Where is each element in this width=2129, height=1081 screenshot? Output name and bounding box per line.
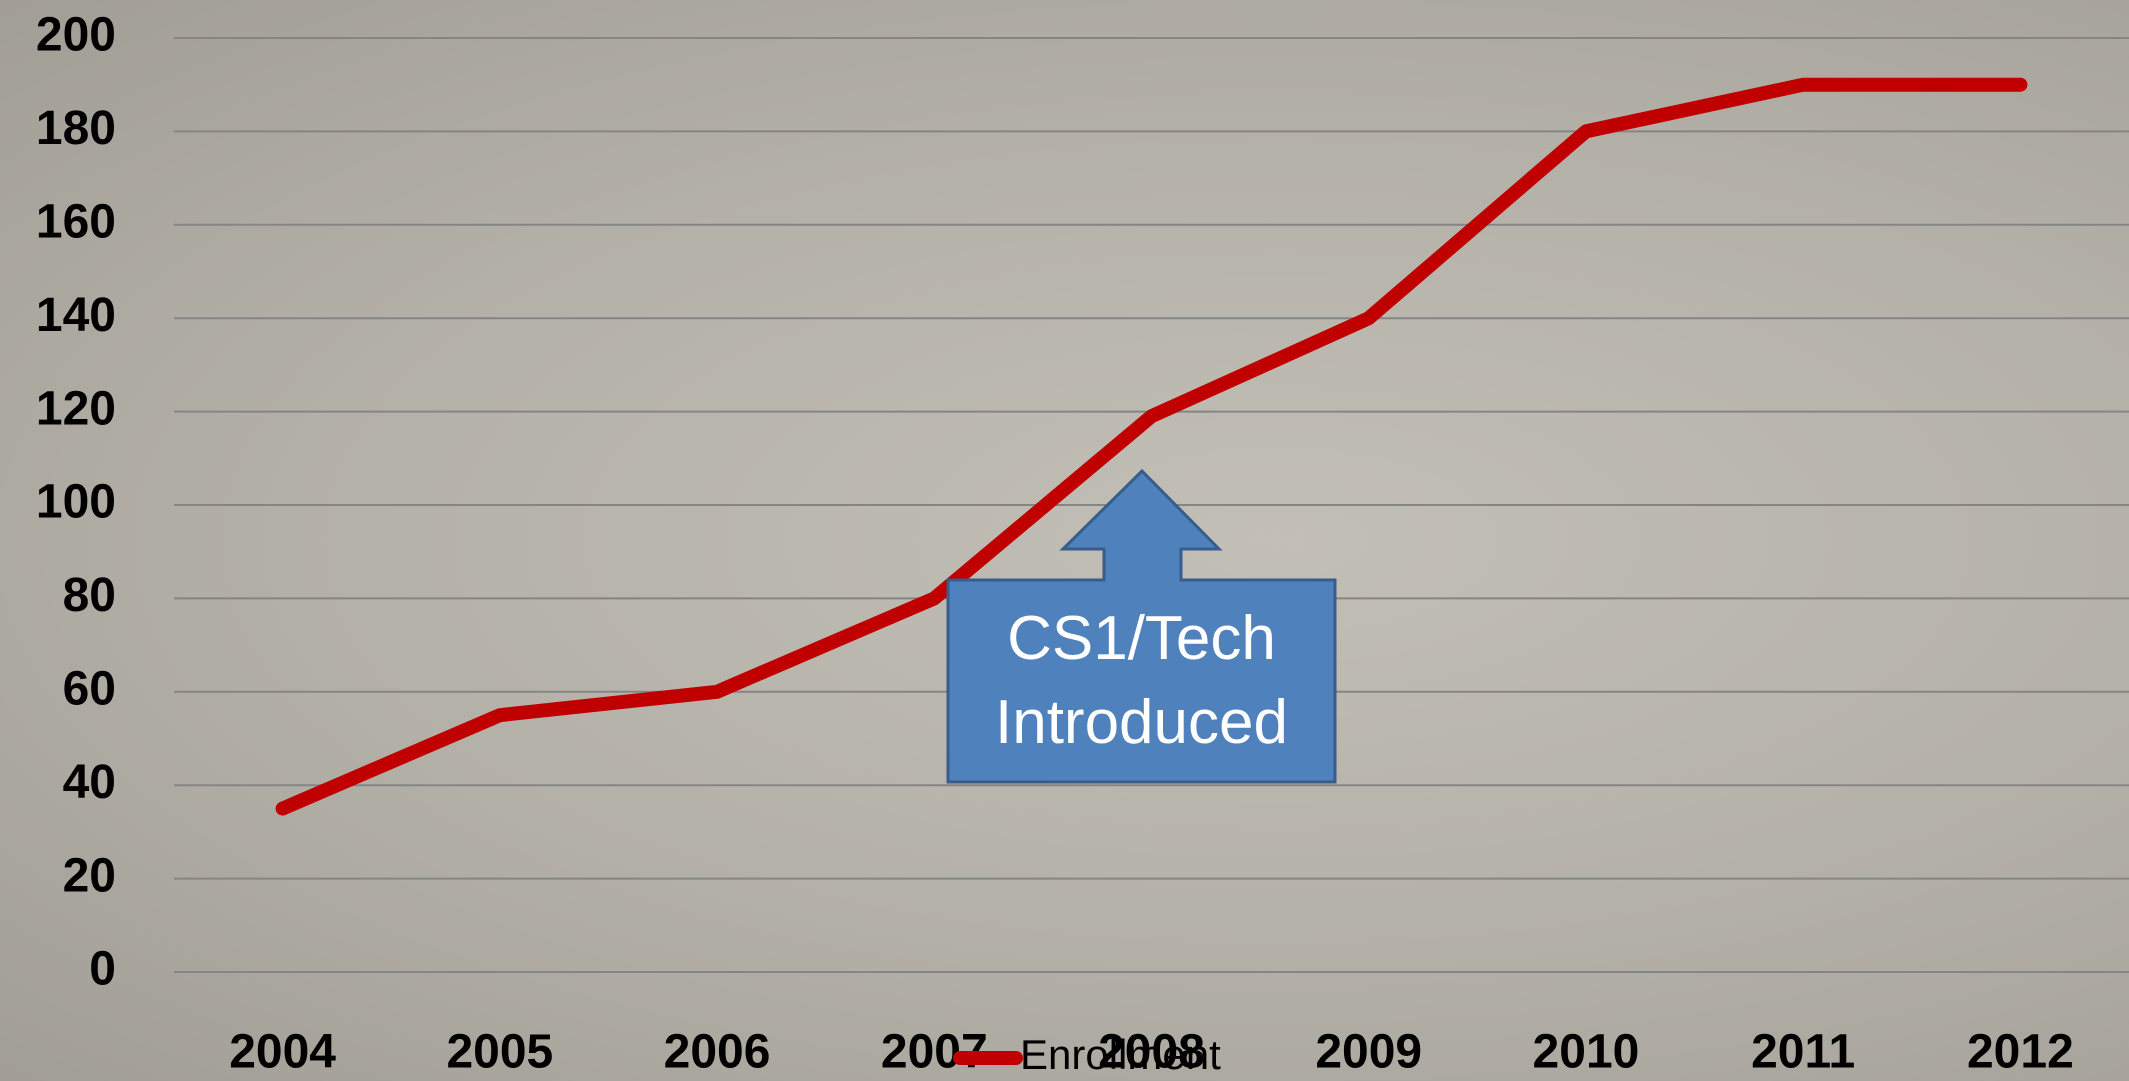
x-tick-label: 2006 — [664, 1026, 771, 1079]
y-tick-label: 60 — [63, 662, 116, 715]
y-tick-label: 180 — [36, 102, 116, 155]
y-tick-label: 140 — [36, 289, 116, 342]
x-tick-label: 2005 — [446, 1026, 553, 1079]
y-tick-label: 0 — [89, 943, 116, 996]
legend-label: Enrollment — [1020, 1031, 1221, 1078]
y-tick-label: 100 — [36, 476, 116, 529]
line — [275, 77, 2028, 816]
x-tick-label: 2004 — [229, 1026, 336, 1079]
y-tick-label: 120 — [36, 382, 116, 435]
annotation: CS1/Tech Introduced — [995, 604, 1288, 757]
x-tick-label: 2008 — [1098, 1026, 1205, 1079]
callout-shape — [946, 468, 1337, 784]
x-tick-label: 2011 — [1751, 1026, 1855, 1079]
x-tick-label: 2012 — [1967, 1026, 2074, 1079]
y-tick-label: 20 — [63, 849, 116, 902]
x-tick-label: 2009 — [1315, 1026, 1422, 1079]
y-tick-label: 160 — [36, 195, 116, 248]
y-tick-label: 80 — [63, 569, 116, 622]
y-tick-label: 40 — [63, 756, 116, 809]
x-tick-label: 2010 — [1533, 1026, 1640, 1079]
y-tick-label: 200 — [36, 9, 116, 62]
